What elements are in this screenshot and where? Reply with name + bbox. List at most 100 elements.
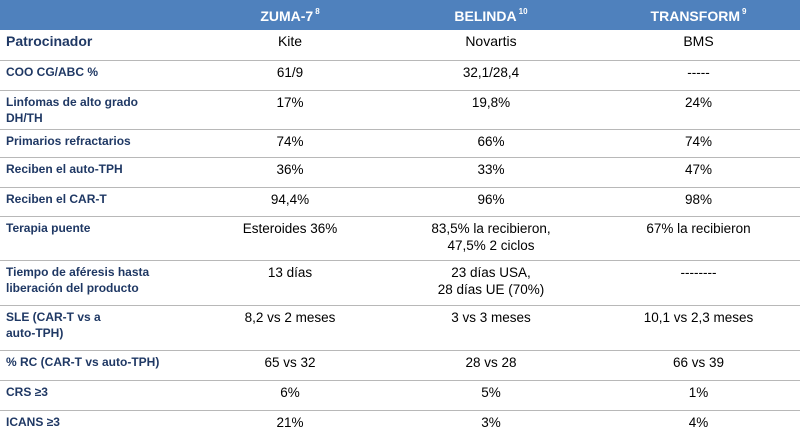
table-row-tiempo-aferesis: Tiempo de aféresis hasta liberación del p… — [0, 259, 800, 305]
belinda-value-line: 47,5% 2 ciclos — [447, 237, 535, 253]
transform-value-line: BMS — [683, 33, 714, 49]
zuma7-value-terapia-puente: Esteroides 36% — [195, 215, 385, 260]
zuma7-value-primarios-refractarios: 74% — [195, 128, 385, 157]
belinda-value-linfomas-alto-grado: 19,8% — [385, 89, 597, 129]
transform-value-line: 66 vs 39 — [672, 354, 725, 370]
zuma7-value-line: Kite — [277, 33, 303, 49]
transform-value-line: 67% la recibieron — [646, 220, 751, 236]
transform-value-line: 10,1 vs 2,3 meses — [643, 309, 754, 325]
transform-value-line: 74% — [684, 133, 713, 149]
row-label-line: Tiempo de aféresis hasta — [6, 264, 150, 279]
belinda-value-coo: 32,1/28,4 — [385, 59, 597, 90]
belinda-value-line: 32,1/28,4 — [462, 64, 520, 80]
transform-value-terapia-puente: 67% la recibieron — [597, 215, 800, 260]
transform-value-line: 4% — [688, 414, 709, 430]
belinda-value-line: 3% — [481, 414, 501, 430]
table-row-coo: COO CG/ABC % 61/9 32,1/28,4 ----- — [0, 59, 800, 90]
transform-value-line: -------- — [680, 264, 717, 280]
zuma7-value-line: 13 días — [267, 264, 313, 280]
table-row-car-t: Reciben el CAR-T 94,4% 96% 98% — [0, 186, 800, 216]
row-label-line: auto-TPH) — [6, 325, 64, 340]
header-row: ZUMA-7 8 BELINDA 10 TRANSFORM 9 — [0, 0, 800, 30]
transform-value-coo: ----- — [597, 59, 800, 90]
header-zuma7-ref: 8 — [315, 6, 320, 16]
row-label-line: % RC (CAR-T vs auto-TPH) — [6, 354, 160, 369]
row-label-line: Reciben el auto-TPH — [6, 161, 123, 176]
transform-value-tiempo-aferesis: -------- — [597, 259, 800, 305]
belinda-value-tiempo-aferesis: 23 días USA, 28 días UE (70%) — [385, 259, 597, 305]
zuma7-value-coo: 61/9 — [195, 59, 385, 90]
row-label-line: CRS ≥3 — [6, 384, 48, 399]
belinda-value-line: 33% — [477, 161, 505, 177]
belinda-value-line: 23 días USA, — [451, 264, 531, 280]
belinda-value-line: Novartis — [465, 33, 517, 49]
row-label-car-t: Reciben el CAR-T — [0, 186, 195, 216]
belinda-value-line: 28 días UE (70%) — [437, 281, 545, 297]
belinda-value-terapia-puente: 83,5% la recibieron, 47,5% 2 ciclos — [385, 215, 597, 260]
belinda-value-line: 66% — [477, 133, 505, 149]
row-label-primarios-refractarios: Primarios refractarios — [0, 128, 195, 157]
zuma7-value-line: 6% — [280, 384, 300, 400]
table-header: ZUMA-7 8 BELINDA 10 TRANSFORM 9 — [0, 0, 800, 30]
row-label-line: SLE (CAR-T vs a — [6, 309, 101, 324]
table-row-terapia-puente: Terapia puente Esteroides 36% 83,5% la rec… — [0, 215, 800, 260]
zuma7-value-line: 36% — [276, 161, 304, 177]
row-label-tiempo-aferesis: Tiempo de aféresis hasta liberación del p… — [0, 259, 195, 305]
transform-value-line: 98% — [684, 191, 713, 207]
zuma7-value-car-t: 94,4% — [195, 186, 385, 216]
zuma7-value-linfomas-alto-grado: 17% — [195, 89, 385, 129]
zuma7-value-line: 8,2 vs 2 meses — [244, 309, 336, 325]
header-belinda-title: BELINDA — [454, 7, 517, 24]
zuma7-value-line: 74% — [276, 133, 304, 149]
row-label-line: Patrocinador — [6, 33, 93, 49]
belinda-value-icans: 3% — [385, 409, 597, 441]
table-row-auto-tph: Reciben el auto-TPH 36% 33% 47% — [0, 156, 800, 187]
zuma7-value-line: 61/9 — [276, 64, 304, 80]
table-row-rc: % RC (CAR-T vs auto-TPH) 65 vs 32 28 vs 28… — [0, 349, 800, 380]
transform-value-auto-tph: 47% — [597, 156, 800, 187]
row-label-auto-tph: Reciben el auto-TPH — [0, 156, 195, 187]
zuma7-value-rc: 65 vs 32 — [195, 349, 385, 380]
transform-value-patrocinador: BMS — [597, 30, 800, 60]
zuma7-value-tiempo-aferesis: 13 días — [195, 259, 385, 305]
header-zuma7: ZUMA-7 8 — [195, 0, 385, 30]
table-body: Patrocinador Kite Novartis BMS COO CG/ABC % 6… — [0, 30, 800, 441]
belinda-value-car-t: 96% — [385, 186, 597, 216]
table-row-primarios-refractarios: Primarios refractarios 74% 66% 74% — [0, 128, 800, 157]
transform-value-car-t: 98% — [597, 186, 800, 216]
transform-value-line: ----- — [687, 64, 710, 80]
table-row-linfomas-alto-grado: Linfomas de alto grado DH/TH 17% 19,8% 24% — [0, 89, 800, 129]
header-transform-ref: 9 — [741, 6, 747, 16]
zuma7-value-auto-tph: 36% — [195, 156, 385, 187]
belinda-value-crs: 5% — [385, 379, 597, 410]
row-label-linfomas-alto-grado: Linfomas de alto grado DH/TH — [0, 89, 195, 129]
row-label-coo: COO CG/ABC % — [0, 59, 195, 90]
header-belinda-ref: 10 — [518, 6, 528, 16]
zuma7-value-line: 94,4% — [270, 191, 310, 207]
belinda-value-line: 96% — [477, 191, 505, 207]
belinda-value-line: 19,8% — [471, 94, 511, 110]
table-row-sle: SLE (CAR-T vs a auto-TPH) 8,2 vs 2 meses 3 … — [0, 304, 800, 350]
zuma7-value-line: 17% — [276, 94, 304, 110]
header-zuma7-title: ZUMA-7 — [260, 7, 314, 24]
row-label-terapia-puente: Terapia puente — [0, 215, 195, 260]
zuma7-value-line: 21% — [276, 414, 304, 430]
header-empty-cell — [0, 0, 195, 30]
belinda-value-line: 28 vs 28 — [465, 354, 517, 370]
row-label-line: COO CG/ABC % — [6, 64, 99, 79]
header-belinda: BELINDA 10 — [385, 0, 597, 30]
header-transform-title: TRANSFORM — [650, 7, 740, 24]
belinda-value-line: 3 vs 3 meses — [451, 309, 531, 325]
row-label-crs: CRS ≥3 — [0, 379, 195, 410]
belinda-value-line: 5% — [481, 384, 501, 400]
row-label-patrocinador: Patrocinador — [0, 30, 195, 60]
belinda-value-auto-tph: 33% — [385, 156, 597, 187]
row-label-sle: SLE (CAR-T vs a auto-TPH) — [0, 304, 195, 350]
row-label-line: Terapia puente — [6, 220, 91, 235]
table-row-patrocinador: Patrocinador Kite Novartis BMS — [0, 30, 800, 60]
transform-value-primarios-refractarios: 74% — [597, 128, 800, 157]
zuma7-value-sle: 8,2 vs 2 meses — [195, 304, 385, 350]
zuma7-value-icans: 21% — [195, 409, 385, 441]
transform-value-icans: 4% — [597, 409, 800, 441]
